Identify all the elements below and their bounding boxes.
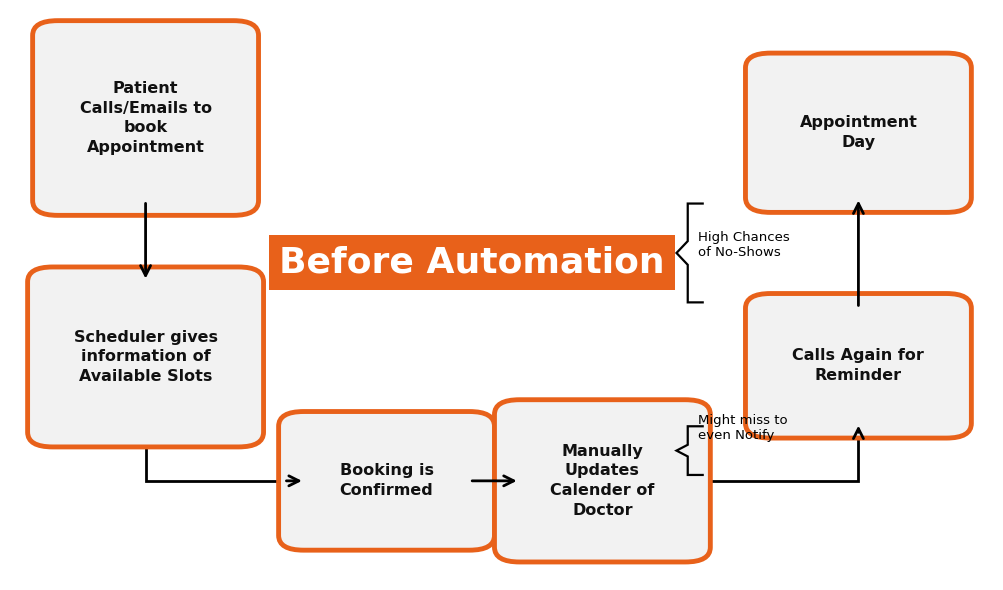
Text: Calls Again for
Reminder: Calls Again for Reminder (791, 349, 924, 383)
Text: Booking is
Confirmed: Booking is Confirmed (339, 464, 433, 498)
FancyBboxPatch shape (32, 21, 258, 215)
FancyBboxPatch shape (279, 412, 493, 550)
Text: Might miss to
even Notify: Might miss to even Notify (697, 414, 786, 442)
Text: Appointment
Day: Appointment Day (798, 116, 917, 150)
FancyBboxPatch shape (27, 267, 263, 447)
Text: Patient
Calls/Emails to
book
Appointment: Patient Calls/Emails to book Appointment (79, 81, 212, 155)
Text: Before Automation: Before Automation (279, 245, 664, 280)
Text: Manually
Updates
Calender of
Doctor: Manually Updates Calender of Doctor (550, 444, 654, 518)
Text: Scheduler gives
information of
Available Slots: Scheduler gives information of Available… (73, 330, 218, 384)
FancyBboxPatch shape (744, 53, 971, 212)
Text: High Chances
of No-Shows: High Chances of No-Shows (697, 231, 788, 259)
FancyBboxPatch shape (493, 400, 710, 562)
FancyBboxPatch shape (744, 294, 971, 438)
